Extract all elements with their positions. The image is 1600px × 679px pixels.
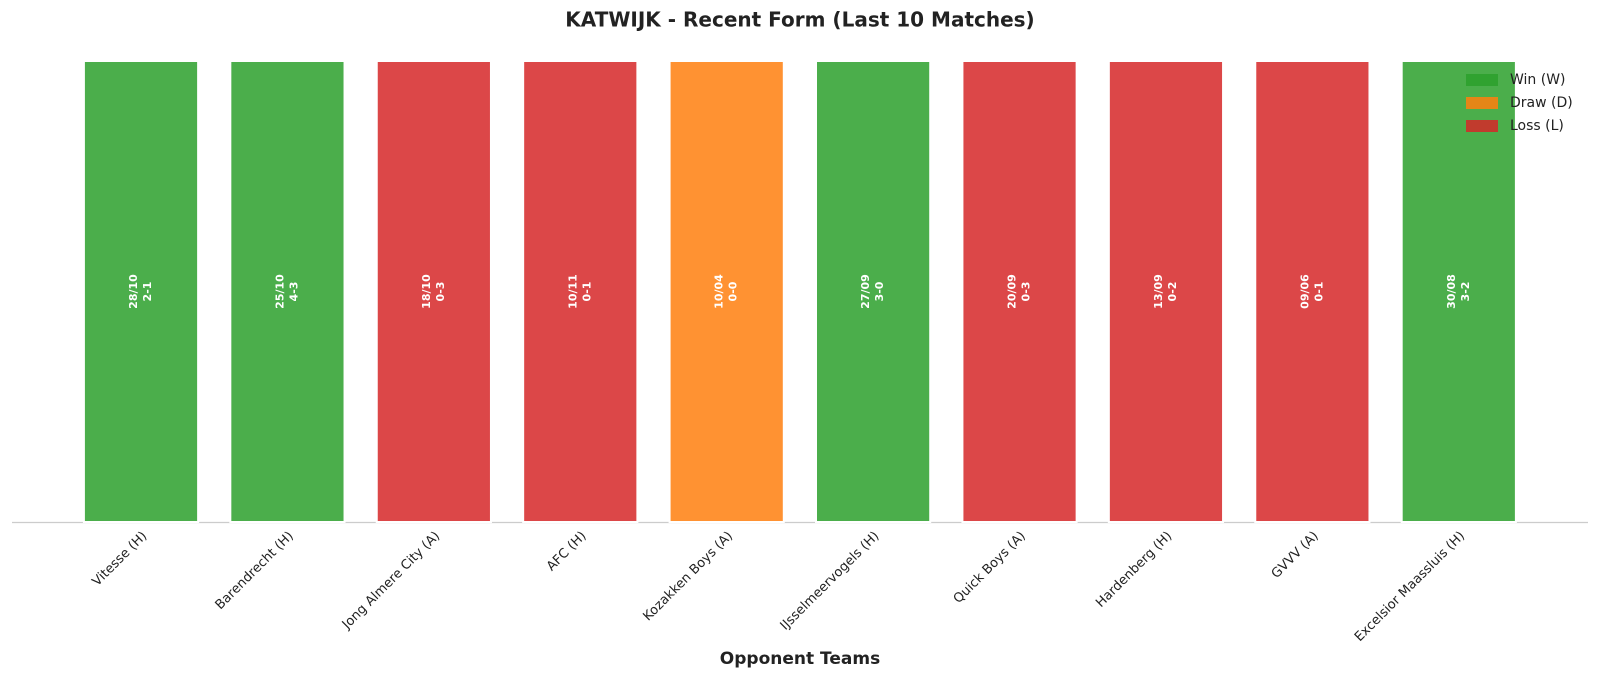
legend-label: Draw (D) bbox=[1510, 95, 1573, 111]
bar bbox=[1107, 60, 1225, 523]
x-tick-label: Vitesse (H) bbox=[90, 529, 151, 590]
bar bbox=[522, 60, 639, 523]
bar-score-label: 0-3 bbox=[1020, 282, 1033, 302]
x-tick-label: IJsselmeervogels (H) bbox=[778, 529, 883, 634]
bar bbox=[961, 60, 1078, 523]
bar-score-label: 0-1 bbox=[1312, 282, 1325, 302]
legend-swatch bbox=[1466, 74, 1498, 86]
x-tick-label: Kozakken Boys (A) bbox=[640, 529, 736, 625]
bar-score-label: 4-3 bbox=[287, 282, 300, 302]
legend-swatch bbox=[1466, 97, 1498, 109]
bar-score-label: 3-0 bbox=[873, 281, 886, 301]
x-tick-label: Excelsior Maassluis (H) bbox=[1352, 529, 1468, 645]
bar bbox=[375, 60, 492, 523]
legend-swatch bbox=[1466, 120, 1498, 132]
bar-date-label: 09/06 bbox=[1298, 274, 1311, 309]
bar-date-label: 13/09 bbox=[1152, 274, 1165, 309]
bar-score-label: 0-1 bbox=[580, 282, 593, 302]
x-tick-label: GVVV (A) bbox=[1269, 529, 1322, 582]
bar-date-label: 27/09 bbox=[859, 274, 872, 309]
bar bbox=[229, 60, 346, 523]
bar-date-label: 25/10 bbox=[273, 274, 286, 309]
bar-date-label: 18/10 bbox=[420, 274, 433, 309]
bar-date-label: 10/04 bbox=[713, 274, 726, 309]
x-tick-label: Quick Boys (A) bbox=[951, 529, 1029, 607]
bar-score-label: 0-3 bbox=[434, 282, 447, 302]
x-tick-label: Jong Almere City (A) bbox=[339, 529, 443, 633]
bar-date-label: 10/11 bbox=[566, 274, 579, 309]
bar-score-label: 0-0 bbox=[727, 281, 740, 301]
bar bbox=[1400, 60, 1517, 523]
x-tick-label: Barendrecht (H) bbox=[213, 529, 297, 613]
bar bbox=[815, 60, 932, 523]
bar-date-label: 20/09 bbox=[1006, 274, 1019, 309]
x-axis-title: Opponent Teams bbox=[720, 649, 880, 669]
bar bbox=[668, 60, 785, 523]
bar-date-label: 30/08 bbox=[1445, 274, 1458, 309]
x-tick-label: AFC (H) bbox=[544, 529, 590, 575]
bar-score-label: 0-2 bbox=[1166, 282, 1179, 302]
legend-label: Loss (L) bbox=[1510, 118, 1564, 134]
bar bbox=[1254, 60, 1371, 523]
chart-title: KATWIJK - Recent Form (Last 10 Matches) bbox=[565, 8, 1034, 32]
bar-score-label: 2-1 bbox=[141, 282, 154, 302]
bar bbox=[82, 60, 200, 523]
bar-date-label: 28/10 bbox=[127, 274, 140, 309]
x-tick-label: Hardenberg (H) bbox=[1093, 529, 1175, 611]
legend-label: Win (W) bbox=[1510, 72, 1566, 88]
bar-score-label: 3-2 bbox=[1459, 282, 1472, 302]
